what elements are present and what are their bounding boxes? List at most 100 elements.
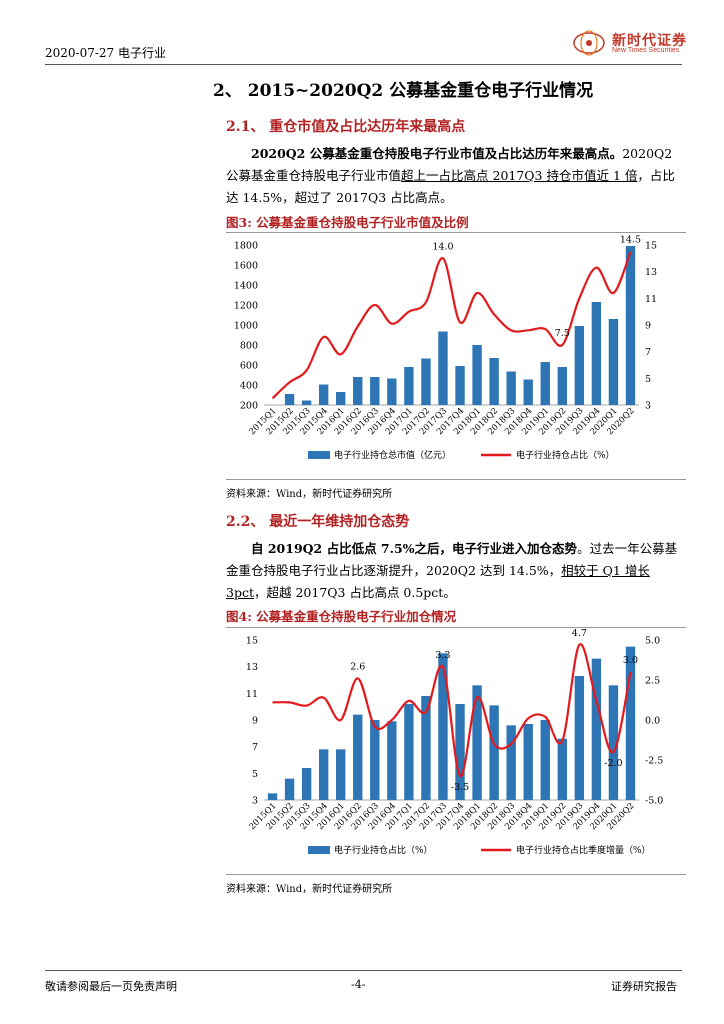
subsection-title-1: 2.1、 重仓市值及占比达历年来最高点: [226, 119, 466, 135]
paragraph-2-underlined: 相较于 Q1 增长 3pct: [226, 563, 650, 600]
y-left-tick-label: 1400: [234, 281, 258, 292]
paragraph-2: 自 2019Q2 占比低点 7.5%之后，电子行业进入加仓态势。过去一年公募基金…: [226, 538, 686, 604]
y-right-tick-label: 0.0: [645, 716, 660, 727]
bar: [540, 362, 550, 405]
y-left-tick-label: 200: [240, 401, 258, 412]
y-right-tick-label: 3: [645, 401, 651, 412]
series-line: [272, 643, 632, 778]
legend-swatch-bar: [308, 451, 330, 459]
data-label: 2.6: [350, 661, 365, 672]
y-left-tick-label: 7: [252, 742, 258, 753]
y-left-tick-label: 13: [246, 662, 258, 673]
paragraph-1: 2020Q2 公募基金重仓持股电子行业市值及占比达历年来最高点。2020Q2 公…: [226, 143, 686, 209]
y-left-tick-label: 1000: [234, 321, 258, 332]
bar: [387, 721, 397, 800]
header-divider: [45, 64, 682, 65]
subsection-title-2: 2.2、 最近一年维持加仓态势: [226, 514, 410, 530]
bar: [608, 319, 619, 405]
data-label: -3.5: [451, 782, 469, 793]
paragraph-1-lead: 2020Q2 公募基金重仓持股电子行业市值及占比达历年来最高点。: [251, 146, 623, 161]
y-left-tick-label: 800: [240, 341, 258, 352]
y-right-tick-label: 11: [645, 294, 657, 305]
y-left-tick-label: 5: [252, 769, 258, 780]
figure-3-chart: 1800 1600 1400 1200 1000 800 600 400 200 15 13 11 9 7…: [234, 235, 657, 461]
y-left-tick-label: 1800: [234, 241, 258, 252]
bar: [421, 358, 431, 405]
bar: [336, 749, 346, 800]
legend-swatch-bar: [308, 846, 330, 854]
legend-label-line: 电子行业持仓占比季度增量（%）: [516, 844, 651, 856]
data-label: 3.0: [623, 655, 638, 666]
y-right-tick-label: 15: [645, 241, 657, 252]
bar: [336, 392, 346, 405]
bar: [625, 246, 636, 405]
bar: [489, 705, 499, 800]
bar: [301, 400, 312, 405]
legend-label-bar: 电子行业持仓占比（%）: [334, 844, 433, 856]
bar: [301, 768, 312, 800]
bar: [574, 326, 585, 405]
bar: [625, 646, 636, 800]
paragraph-2-text-a: 。过去一年公募基金重仓持股电子行业占比逐渐提升，2020Q2 达到 14.5%，: [226, 541, 678, 578]
y-right-tick-label: -2.5: [645, 756, 663, 767]
paragraph-2-text-b: ，超越 2017Q3 占比高点 0.5pct。: [253, 585, 456, 600]
bar: [523, 724, 533, 800]
page-number: -4-: [351, 978, 366, 991]
y-right-tick-label: 9: [645, 321, 651, 332]
bar: [506, 725, 516, 800]
y-right-tick-label: 5: [645, 374, 651, 385]
y-right-tick-label: 5.0: [645, 636, 660, 647]
y-right-tick-label: 7: [645, 347, 651, 358]
legend-label-line: 电子行业持仓占比（%）: [516, 449, 615, 461]
figure-4-top-rule: [226, 627, 686, 628]
data-label: 3.3: [435, 650, 450, 661]
bar: [489, 358, 499, 405]
section-title: 2、 2015~2020Q2 公募基金重仓电子行业情况: [213, 81, 594, 101]
bar: [284, 778, 295, 800]
series-line: [271, 251, 632, 400]
bar: [506, 371, 516, 405]
bar: [438, 331, 448, 405]
figure-4-chart: 15 13 11 9 7 5 3 5.0 2.5 0.0 -2.5 -5.0 2.6 3.3 -3.5 4.7…: [246, 628, 663, 856]
figure-3-top-rule: [226, 232, 686, 233]
data-label: 4.7: [572, 628, 587, 639]
footer-report-type: 证券研究报告: [611, 980, 677, 993]
bar: [591, 658, 602, 800]
legend-label-bar: 电子行业持仓总市值（亿元）: [334, 449, 451, 461]
paragraph-1-text-b: ，占比达 14.5%，超过了 2017Q3 占比高点。: [226, 168, 675, 205]
bar: [370, 720, 380, 800]
bar: [353, 714, 363, 800]
bar: [591, 302, 602, 405]
bar: [421, 696, 431, 800]
figure-4-bottom-rule: [226, 874, 686, 875]
bar: [353, 377, 363, 405]
footer-disclaimer-link[interactable]: 敬请参阅最后一页免责声明: [45, 980, 177, 993]
logo-icon: [573, 30, 605, 56]
y-left-tick-label: 9: [252, 716, 258, 727]
bar: [540, 720, 550, 800]
y-left-tick-label: 3: [252, 796, 258, 807]
logo-text: 新时代证券: [612, 33, 687, 49]
y-left-tick-label: 11: [246, 689, 258, 700]
logo-subtext: New Times Securities: [612, 47, 680, 54]
bar: [370, 377, 380, 405]
bar: [557, 367, 567, 405]
paragraph-1-text-a: 2020Q2 公募基金重仓持股电子行业市值: [226, 146, 673, 183]
data-label: 7.5: [555, 328, 570, 339]
bar: [455, 704, 465, 800]
y-left-tick-label: 600: [240, 361, 258, 372]
bar: [557, 738, 567, 800]
paragraph-2-lead: 自 2019Q2 占比低点 7.5%之后，电子行业进入加仓态势: [251, 541, 578, 556]
footer-divider: [45, 970, 682, 971]
bar: [438, 653, 448, 800]
bar: [472, 345, 482, 405]
header-date-category: 2020-07-27 电子行业: [45, 46, 167, 60]
figure-3-source: 资料来源：Wind，新时代证券研究所: [226, 489, 393, 500]
data-label: 14.0: [432, 241, 453, 252]
y-right-tick-label: -5.0: [645, 796, 663, 807]
bar: [267, 793, 278, 800]
bar: [455, 366, 465, 405]
y-left-tick-label: 1600: [234, 261, 258, 272]
bar: [523, 379, 533, 405]
bar: [284, 394, 295, 405]
